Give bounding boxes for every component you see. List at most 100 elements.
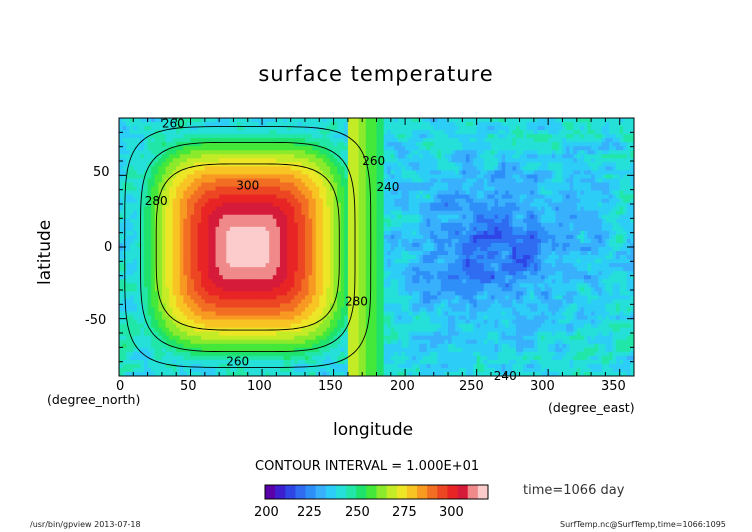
heatmap-cell xyxy=(333,234,338,240)
heatmap-cell xyxy=(465,182,470,187)
heatmap-cell xyxy=(505,210,510,216)
heatmap-cell xyxy=(551,194,556,200)
heatmap-cell xyxy=(498,166,503,171)
heatmap-cell xyxy=(562,154,567,159)
heatmap-cell xyxy=(326,222,331,228)
heatmap-cell xyxy=(508,166,513,171)
heatmap-cell xyxy=(412,234,417,240)
heatmap-cell xyxy=(598,134,603,139)
heatmap-cell xyxy=(297,130,302,135)
heatmap-cell xyxy=(276,194,281,200)
heatmap-cell xyxy=(355,255,360,260)
heatmap-cell xyxy=(347,251,352,256)
heatmap-cell xyxy=(326,138,331,143)
heatmap-cell xyxy=(262,126,267,131)
heatmap-cell xyxy=(566,170,571,175)
heatmap-cell xyxy=(276,118,281,123)
heatmap-cell xyxy=(473,162,478,167)
heatmap-cell xyxy=(533,158,538,163)
heatmap-cell xyxy=(405,251,410,256)
heatmap-cell xyxy=(287,226,292,232)
heatmap-cell xyxy=(315,170,320,175)
heatmap-cell xyxy=(387,206,392,212)
heatmap-cell xyxy=(455,234,460,240)
heatmap-cell xyxy=(562,182,567,187)
heatmap-cell xyxy=(462,226,467,232)
heatmap-cell xyxy=(583,202,588,208)
heatmap-cell xyxy=(530,118,535,123)
heatmap-cell xyxy=(122,142,127,147)
heatmap-cell xyxy=(144,247,149,252)
heatmap-cell xyxy=(498,242,503,248)
heatmap-cell xyxy=(587,214,592,220)
heatmap-cell xyxy=(505,142,510,147)
heatmap-cell xyxy=(433,230,438,236)
heatmap-cell xyxy=(408,158,413,163)
heatmap-cell xyxy=(591,134,596,139)
heatmap-cell xyxy=(372,186,377,191)
heatmap-cell xyxy=(272,142,277,147)
heatmap-cell xyxy=(254,194,259,200)
heatmap-cell xyxy=(433,218,438,224)
heatmap-cell xyxy=(176,150,181,155)
heatmap-cell xyxy=(401,210,406,216)
heatmap-cell xyxy=(133,126,138,131)
heatmap-cell xyxy=(401,238,406,244)
heatmap-cell xyxy=(322,138,327,143)
heatmap-cell xyxy=(340,138,345,143)
heatmap-cell xyxy=(587,234,592,240)
heatmap-cell xyxy=(330,238,334,244)
heatmap-cell xyxy=(433,198,438,204)
heatmap-cell xyxy=(626,251,631,256)
heatmap-cell xyxy=(394,174,399,179)
heatmap-cell xyxy=(426,242,431,248)
heatmap-cell xyxy=(555,190,560,195)
heatmap-cell xyxy=(308,190,313,195)
heatmap-cell xyxy=(558,251,563,256)
heatmap-cell xyxy=(515,162,520,167)
heatmap-cell xyxy=(369,218,374,224)
heatmap-cell xyxy=(158,222,163,228)
heatmap-cell xyxy=(247,182,252,187)
heatmap-cell xyxy=(380,130,385,135)
heatmap-cell xyxy=(287,178,292,183)
heatmap-cell xyxy=(319,198,324,204)
heatmap-cell xyxy=(458,210,463,216)
heatmap-cell xyxy=(376,198,381,204)
heatmap-cell xyxy=(208,166,213,171)
heatmap-cell xyxy=(154,182,159,187)
heatmap-cell xyxy=(211,186,216,191)
heatmap-cell xyxy=(605,146,610,151)
heatmap-cell xyxy=(133,238,138,244)
heatmap-cell xyxy=(265,226,270,232)
heatmap-cell xyxy=(437,186,442,191)
heatmap-cell xyxy=(258,198,263,204)
heatmap-cell xyxy=(430,138,435,143)
heatmap-cell xyxy=(287,242,292,248)
heatmap-cell xyxy=(444,226,449,232)
heatmap-cell xyxy=(351,158,356,163)
heatmap-cell xyxy=(279,206,284,212)
heatmap-cell xyxy=(473,158,478,163)
heatmap-cell xyxy=(322,210,327,216)
heatmap-cell xyxy=(626,150,631,155)
heatmap-cell xyxy=(126,146,131,151)
heatmap-cell xyxy=(126,238,131,244)
heatmap-cell xyxy=(397,150,402,155)
heatmap-cell xyxy=(573,214,578,220)
heatmap-cell xyxy=(133,222,138,228)
heatmap-cell xyxy=(487,118,492,123)
heatmap-cell xyxy=(362,238,367,244)
heatmap-cell xyxy=(229,146,234,151)
heatmap-cell xyxy=(548,226,553,232)
heatmap-cell xyxy=(179,170,184,175)
heatmap-cell xyxy=(297,118,302,123)
heatmap-cell xyxy=(287,194,292,200)
heatmap-cell xyxy=(369,247,374,252)
heatmap-cell xyxy=(240,190,245,195)
heatmap-cell xyxy=(136,182,141,187)
heatmap-cell xyxy=(573,230,578,236)
heatmap-cell xyxy=(605,126,610,131)
heatmap-cell xyxy=(344,166,349,171)
heatmap-cell xyxy=(430,222,435,228)
